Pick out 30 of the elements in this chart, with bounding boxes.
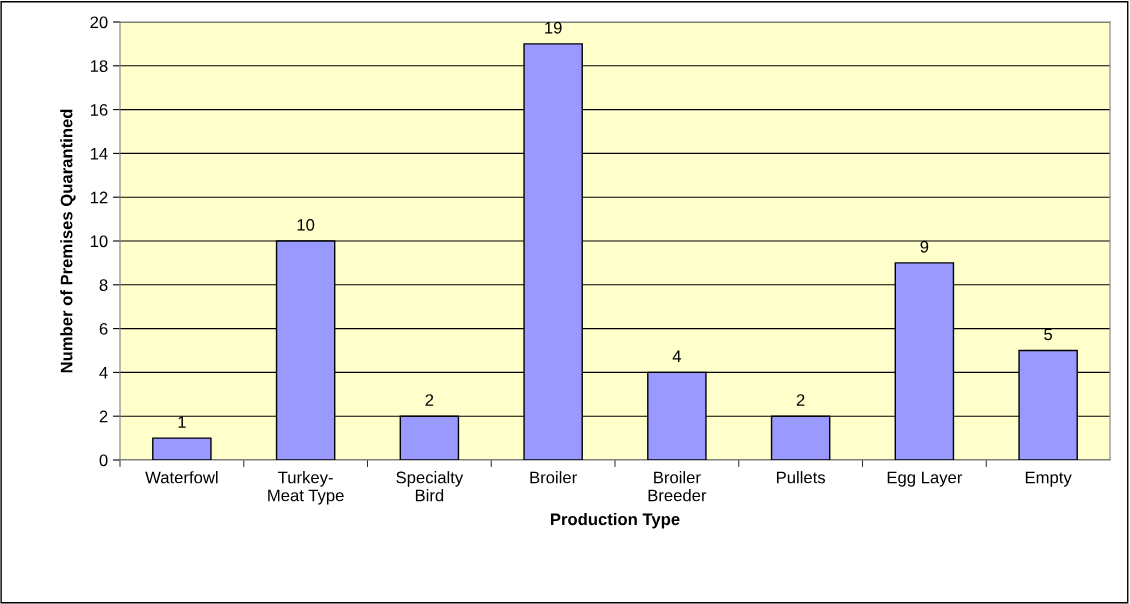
data-label: 1 — [178, 416, 186, 428]
y-tick-label: 0 — [99, 454, 108, 467]
x-tick-label: Pullets — [776, 471, 826, 484]
x-tick-label: Egg Layer — [887, 471, 963, 487]
y-tick-label: 10 — [90, 235, 108, 248]
bar — [152, 437, 212, 460]
x-tick-label: Broiler — [530, 471, 577, 484]
y-tick-label: 6 — [99, 323, 108, 335]
x-tick-label: Specialty Bird — [396, 471, 464, 502]
y-tick-label: 4 — [99, 366, 108, 379]
x-tick-label: Waterfowl — [145, 471, 218, 484]
y-tick-label: 20 — [90, 16, 108, 29]
data-label: 5 — [1044, 328, 1053, 341]
y-axis-title: Number of Premises Quarantined — [60, 109, 76, 373]
y-tick-label: 18 — [90, 60, 108, 72]
data-label: 4 — [672, 350, 682, 362]
y-tick-label: 14 — [90, 147, 108, 160]
y-tick-label: 16 — [90, 104, 108, 116]
x-axis-title: Production Type — [550, 512, 680, 529]
data-label: 10 — [297, 218, 315, 231]
y-tick-label: 2 — [99, 410, 108, 423]
x-tick-label: Broiler Breeder — [648, 471, 707, 502]
data-label: 9 — [920, 240, 929, 253]
x-tick-label: Turkey- Meat Type — [268, 471, 344, 505]
data-label: 2 — [796, 394, 805, 406]
data-label: 19 — [545, 21, 562, 34]
x-tick-label: Empty — [1025, 471, 1072, 487]
y-tick-label: 8 — [99, 279, 108, 291]
y-tick-label: 12 — [90, 191, 108, 204]
data-label: 2 — [425, 394, 434, 406]
